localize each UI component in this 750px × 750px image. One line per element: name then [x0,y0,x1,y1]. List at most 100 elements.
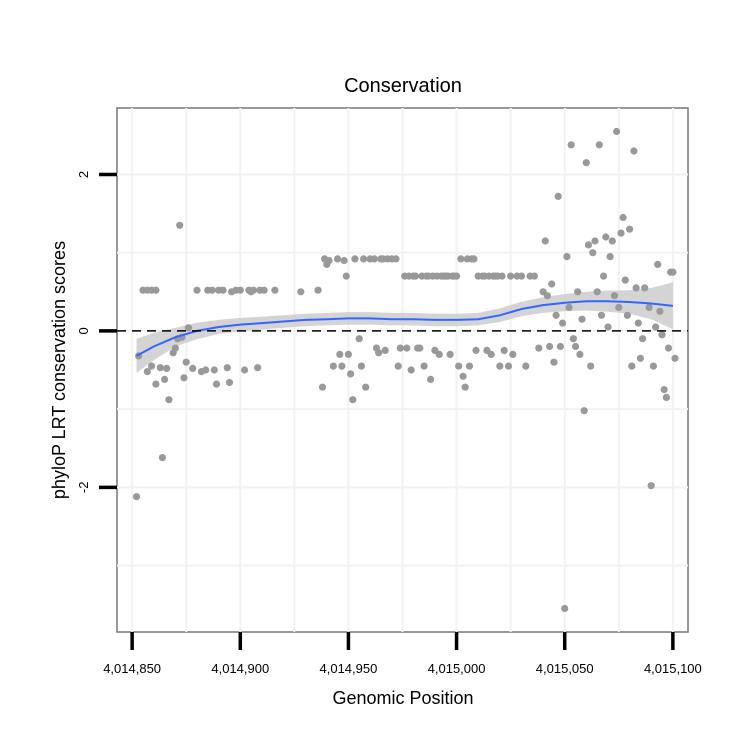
data-point [336,350,344,358]
data-point [543,292,552,300]
data-point [351,255,359,263]
data-point [654,260,662,268]
data-point [664,344,673,352]
data-point [225,378,234,387]
y-tick-label: 2 [76,171,91,178]
data-point [498,272,506,280]
data-point [156,364,164,372]
data-point [671,354,679,362]
data-point [370,255,378,263]
data-point [465,362,474,370]
data-point [649,362,658,370]
data-point [652,323,660,331]
data-point [662,393,671,401]
data-point [632,284,640,292]
data-point [602,233,610,241]
data-point [584,241,593,249]
x-tick-label: 4,015,100 [644,661,702,676]
data-point [621,276,629,284]
data-point [420,362,428,370]
data-point [427,375,435,383]
grid-lines [117,108,688,632]
data-point [561,604,569,613]
data-point [223,364,231,372]
data-point [608,237,616,245]
data-point [628,362,636,370]
data-point [212,380,221,388]
data-point [576,350,584,358]
data-point [357,362,365,370]
data-point [487,350,495,358]
data-point [582,159,590,167]
data-point [241,366,249,374]
data-point [171,344,179,352]
data-point [271,286,279,294]
data-point [132,493,141,501]
data-point [457,255,465,263]
data-point [453,272,461,280]
data-point [342,272,350,280]
x-axis: 4,014,850 4,014,900 4,014,950 4,015,000 4,01… [103,632,702,676]
data-point [645,303,653,311]
data-point [176,221,184,229]
data-point [210,366,218,374]
data-point [392,255,400,263]
smooth-fit-line [136,300,674,357]
data-point [569,335,578,343]
data-point [158,454,166,462]
data-point [541,237,549,245]
data-point [161,375,169,383]
data-point [580,407,588,415]
y-axis: 2 0 -2 [76,171,117,493]
smooth-line [136,300,674,357]
data-point [517,272,526,280]
data-point [615,303,623,311]
data-point [236,286,244,294]
data-point [208,286,216,294]
data-point [152,380,160,388]
data-point [578,315,586,323]
data-point [595,141,603,149]
data-point [349,396,357,404]
data-point [219,286,227,294]
data-point [411,272,420,280]
data-point [563,253,571,261]
data-point [355,335,363,343]
data-point [619,213,627,222]
x-tick-label: 4,015,050 [536,661,594,676]
data-point [554,192,562,200]
data-point [556,342,565,351]
chart-title: Conservation [344,75,462,97]
data-point [347,370,355,378]
data-point [626,225,634,233]
data-point [496,362,504,370]
data-point [613,127,621,136]
data-point [455,362,463,370]
data-point [606,253,614,261]
data-point [548,280,556,288]
data-point [546,342,554,351]
data-point [362,383,370,391]
data-point [641,284,649,292]
data-point [396,344,404,352]
data-point [193,286,201,294]
data-point [593,288,601,296]
data-point [446,350,454,358]
data-point [571,342,580,351]
data-point [636,354,645,362]
y-tick-label: -2 [76,482,91,494]
data-point [260,286,268,294]
data-point [656,307,664,315]
data-point [249,286,257,294]
data-point [407,366,415,374]
data-point [254,364,262,372]
x-tick-label: 4,014,850 [103,661,161,676]
y-axis-label: phyloP LRT conservation scores [49,241,69,499]
data-point [530,272,539,280]
data-point [522,362,530,370]
data-point [329,362,337,370]
data-point [600,272,608,280]
data-point [587,362,595,370]
data-point [507,272,515,280]
